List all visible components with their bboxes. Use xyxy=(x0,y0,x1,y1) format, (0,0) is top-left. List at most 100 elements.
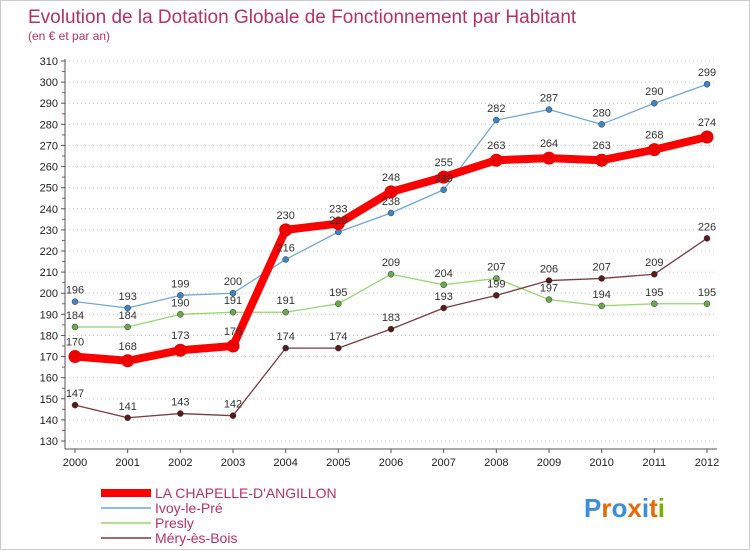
data-label: 184 xyxy=(118,310,136,322)
x-tick-label: 2009 xyxy=(537,457,561,469)
data-point xyxy=(229,412,237,419)
data-point xyxy=(703,80,711,88)
x-tick-label: 2008 xyxy=(484,457,508,469)
x-tick-label: 2010 xyxy=(589,457,613,469)
data-label: 184 xyxy=(66,310,84,322)
data-point xyxy=(335,344,342,352)
data-label: 147 xyxy=(66,388,84,400)
data-label: 190 xyxy=(171,297,189,309)
data-point xyxy=(598,121,605,128)
brand-letter: x xyxy=(627,493,642,523)
data-label: 142 xyxy=(224,399,242,411)
y-tick-label: 160 xyxy=(40,373,58,385)
data-label: 199 xyxy=(487,278,505,290)
data-point xyxy=(71,323,79,331)
y-tick-label: 240 xyxy=(40,204,58,216)
legend-label: Presly xyxy=(155,515,194,531)
data-label: 141 xyxy=(118,401,136,413)
data-labels: 170 168 173 175 230 233 248 255 263 264 263 268 274 1… xyxy=(66,67,716,413)
brand-letter: P xyxy=(584,493,601,523)
x-tick-label: 2011 xyxy=(643,457,667,469)
data-point xyxy=(177,292,184,299)
brand-letter: i xyxy=(658,493,665,523)
y-tick-label: 300 xyxy=(40,77,58,89)
data-point xyxy=(489,153,503,167)
data-point xyxy=(124,304,131,312)
data-label: 200 xyxy=(224,276,242,288)
y-tick-label: 260 xyxy=(40,162,58,174)
data-label: 193 xyxy=(118,291,136,303)
y-tick-label: 250 xyxy=(40,183,58,195)
data-point xyxy=(384,185,398,199)
chart-subtitle: (en € et par an) xyxy=(28,29,110,43)
data-point xyxy=(647,143,661,157)
data-label: 263 xyxy=(487,140,505,152)
data-label: 287 xyxy=(540,93,558,105)
data-point xyxy=(440,186,447,194)
y-tick-label: 200 xyxy=(40,288,58,300)
data-label: 299 xyxy=(698,67,716,79)
legend: LA CHAPELLE-D'ANGILLONIvoy-le-PréPreslyM… xyxy=(101,485,337,546)
data-point xyxy=(651,300,658,308)
data-point xyxy=(282,256,289,263)
data-point xyxy=(229,308,237,316)
data-label: 197 xyxy=(540,283,558,295)
data-point xyxy=(651,270,658,278)
data-point xyxy=(387,325,395,333)
y-tick-label: 130 xyxy=(40,436,58,448)
data-point xyxy=(226,339,240,353)
data-label: 207 xyxy=(592,261,610,273)
y-tick-label: 310 xyxy=(40,56,58,68)
data-point xyxy=(177,311,184,318)
series-lines xyxy=(68,80,714,422)
legend-label: Méry-ès-Bois xyxy=(155,530,237,546)
data-label: 194 xyxy=(592,289,610,301)
data-label: 174 xyxy=(276,331,294,343)
x-tick-label: 2000 xyxy=(63,457,87,469)
data-point xyxy=(68,350,82,364)
data-label: 230 xyxy=(276,210,294,222)
data-label: 233 xyxy=(329,204,347,216)
x-tick-label: 2005 xyxy=(326,457,350,469)
y-tick-label: 230 xyxy=(40,225,58,237)
data-label: 280 xyxy=(592,107,610,119)
data-point xyxy=(387,270,395,278)
legend-label: Ivoy-le-Pré xyxy=(155,500,223,516)
data-label: 204 xyxy=(434,268,452,280)
data-label: 274 xyxy=(698,117,716,129)
data-point xyxy=(331,217,345,231)
data-point xyxy=(598,302,605,310)
data-label: 193 xyxy=(434,291,452,303)
data-label: 191 xyxy=(224,295,242,307)
data-label: 170 xyxy=(66,337,84,349)
y-tick-label: 170 xyxy=(40,352,58,364)
data-label: 263 xyxy=(592,140,610,152)
data-label: 196 xyxy=(66,285,84,297)
chart-title: Evolution de la Dotation Globale de Fonc… xyxy=(28,7,577,28)
data-point xyxy=(229,289,237,297)
data-label: 248 xyxy=(382,172,400,184)
data-point xyxy=(71,401,79,409)
data-label: 174 xyxy=(329,331,347,343)
data-label: 209 xyxy=(645,257,663,269)
y-tick-label: 180 xyxy=(40,330,58,342)
y-tick-label: 150 xyxy=(40,394,58,406)
data-point xyxy=(542,151,556,165)
data-point xyxy=(598,275,605,282)
data-label: 195 xyxy=(329,287,347,299)
data-point xyxy=(493,292,500,299)
data-label: 268 xyxy=(645,130,663,142)
data-point xyxy=(71,298,79,305)
data-label: 175 xyxy=(224,326,242,338)
data-point xyxy=(279,223,293,237)
data-label: 173 xyxy=(171,330,189,342)
data-label: 290 xyxy=(645,86,663,98)
y-tick-label: 280 xyxy=(40,119,58,131)
proxiti-logo: Proxiti xyxy=(584,493,665,523)
y-tick-label: 140 xyxy=(40,415,58,427)
gridlines xyxy=(65,60,717,442)
data-point xyxy=(121,354,135,368)
data-label: 226 xyxy=(698,221,716,233)
